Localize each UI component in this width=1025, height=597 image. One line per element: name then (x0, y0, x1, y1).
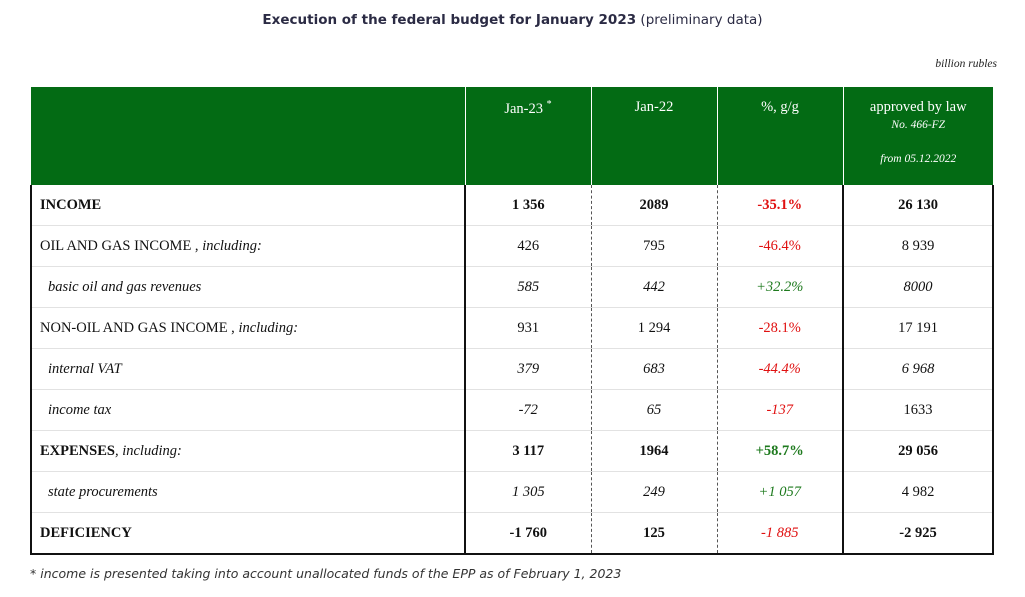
row-label: NON-OIL AND GAS INCOME , including: (30, 307, 466, 349)
header-law-date: from 05.12.2022 (880, 153, 957, 165)
units-label: billion rubles (935, 58, 997, 70)
header-jan23-label: Jan-23 (504, 100, 544, 117)
cell-pct: -137 (766, 401, 794, 418)
row-label: basic oil and gas revenues (30, 266, 466, 308)
header-law: approved by law No. 466-FZ from 05.12.20… (842, 87, 993, 185)
cell-jan22: 795 (591, 225, 718, 267)
title-main: Execution of the federal budget for Janu… (262, 12, 637, 28)
row-label-suffix: including: (202, 237, 262, 254)
row-label-text: basic oil and gas revenues (48, 278, 202, 295)
page-title: Execution of the federal budget for Janu… (0, 12, 1025, 28)
header-jan22: Jan-22 (590, 87, 717, 185)
row-label-text: state procurements (48, 483, 158, 500)
row-label: INCOME (30, 185, 466, 226)
cell-jan23: 379 (465, 348, 592, 390)
cell-law: 1633 (843, 389, 994, 431)
cell-jan22: 65 (591, 389, 718, 431)
row-label-text: OIL AND GAS INCOME , (40, 237, 199, 254)
cell-pct: -1 885 (761, 524, 799, 541)
header-label-col (31, 87, 465, 185)
cell-jan22: 442 (591, 266, 718, 308)
table-row-non-oil-gas-income: NON-OIL AND GAS INCOME , including: 931 … (30, 307, 994, 349)
header-jan22-label: Jan-22 (634, 99, 674, 115)
table-row-state-procurements: state procurements 1 305 249 +1 057 4 98… (30, 471, 994, 513)
row-label: internal VAT (30, 348, 466, 390)
row-label: EXPENSES, including: (30, 430, 466, 472)
table-row-deficiency: DEFICIENCY -1 760 125 -1 885 -2 925 (30, 512, 994, 555)
row-label-text: NON-OIL AND GAS INCOME , (40, 319, 235, 336)
row-label-text: INCOME (40, 196, 102, 213)
cell-law: 6 968 (843, 348, 994, 390)
cell-law: 26 130 (843, 185, 994, 226)
row-label-text: DEFICIENCY (40, 524, 132, 541)
header-row: Jan-23 * Jan-22 %, g/g approved by law N… (31, 87, 993, 185)
table-row-oil-gas-income: OIL AND GAS INCOME , including: 426 795 … (30, 225, 994, 267)
row-label-suffix: including: (238, 319, 299, 336)
cell-pct: +1 057 (758, 483, 801, 500)
cell-law: 4 982 (843, 471, 994, 513)
table-row-basic-oil-gas: basic oil and gas revenues 585 442 +32.2… (30, 266, 994, 308)
cell-law: 17 191 (843, 307, 994, 349)
cell-law: -2 925 (843, 512, 994, 555)
cell-jan23: 426 (465, 225, 592, 267)
header-law-title: approved by law (869, 99, 967, 115)
table-row-internal-vat: internal VAT 379 683 -44.4% 6 968 (30, 348, 994, 390)
header-law-number: No. 466-FZ (891, 119, 946, 131)
header-pct-label: %, g/g (761, 99, 799, 115)
cell-law: 8000 (843, 266, 994, 308)
cell-jan23: 585 (465, 266, 592, 308)
cell-law: 29 056 (843, 430, 994, 472)
footnote: * income is presented taking into accoun… (30, 566, 622, 581)
table-row-expenses: EXPENSES, including: 3 117 1964 +58.7% 2… (30, 430, 994, 472)
row-label: DEFICIENCY (30, 512, 466, 555)
row-label-suffix: , including: (114, 442, 182, 459)
budget-table: Jan-23 * Jan-22 %, g/g approved by law N… (30, 87, 994, 555)
cell-jan22: 683 (591, 348, 718, 390)
cell-jan22: 2089 (591, 185, 718, 226)
cell-jan23: 1 305 (465, 471, 592, 513)
cell-pct: -28.1% (758, 319, 801, 336)
cell-jan23: 931 (465, 307, 592, 349)
cell-jan22: 1964 (591, 430, 718, 472)
row-label-text: income tax (48, 401, 112, 418)
cell-pct: -44.4% (758, 360, 801, 377)
header-jan23: Jan-23 * (464, 87, 591, 185)
cell-jan23: -1 760 (465, 512, 592, 555)
cell-pct: +32.2% (756, 278, 804, 295)
cell-jan23: 1 356 (465, 185, 592, 226)
cell-jan22: 1 294 (591, 307, 718, 349)
cell-jan22: 249 (591, 471, 718, 513)
header-pct: %, g/g (716, 87, 843, 185)
cell-jan23: 3 117 (465, 430, 592, 472)
row-label: OIL AND GAS INCOME , including: (30, 225, 466, 267)
title-suffix: (preliminary data) (640, 12, 763, 28)
header-jan23-mark: * (546, 99, 552, 110)
table-row-income-tax: income tax -72 65 -137 1633 (30, 389, 994, 431)
row-label: state procurements (30, 471, 466, 513)
cell-jan23: -72 (465, 389, 592, 431)
cell-pct: -35.1% (757, 196, 803, 213)
row-label: income tax (30, 389, 466, 431)
cell-law: 8 939 (843, 225, 994, 267)
cell-pct: +58.7% (755, 442, 804, 459)
cell-jan22: 125 (591, 512, 718, 555)
cell-pct: -46.4% (758, 237, 801, 254)
row-label-text: EXPENSES (40, 442, 115, 459)
table-row-income: INCOME 1 356 2089 -35.1% 26 130 (30, 185, 994, 226)
row-label-text: internal VAT (48, 360, 122, 377)
